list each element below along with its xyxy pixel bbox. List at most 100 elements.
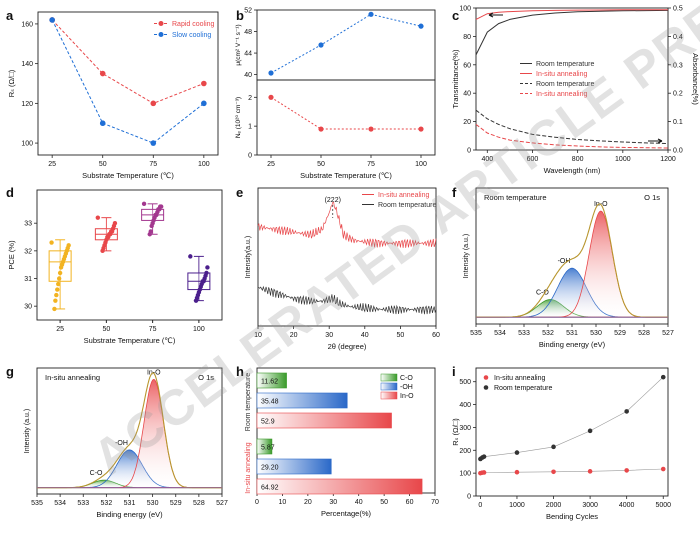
panel-i-point xyxy=(551,444,556,450)
panel-a-ytick-label: 140 xyxy=(21,61,33,68)
panel-c-plot-frame xyxy=(475,7,669,151)
panel-d-point xyxy=(188,254,193,259)
panel-i-series-line xyxy=(480,468,664,474)
panel-f-xtick-label: 530 xyxy=(590,330,602,337)
panel-a-ytick-label: 100 xyxy=(21,141,33,148)
panel-e-legend-label: Room temperature xyxy=(378,202,436,209)
panel-h-bar xyxy=(256,412,392,429)
panel-b-xlabel: Substrate Temperature (℃) xyxy=(300,171,392,180)
panel-i-ytick-label: 300 xyxy=(459,425,471,432)
panel-b-ytick-label: 0 xyxy=(248,153,252,160)
panel-h-xtick-label: 10 xyxy=(279,499,287,506)
panel-b-plot-frame xyxy=(256,9,436,81)
panel-d-point xyxy=(193,298,199,303)
panel-letter-h: h xyxy=(236,364,244,379)
panel-a-ytick-label: 160 xyxy=(21,21,33,28)
panel-c-left-axis-arrow xyxy=(488,12,503,18)
panel-c-xtick-label: 400 xyxy=(481,156,493,163)
panel-b-ytick-label: 52 xyxy=(244,8,252,15)
panel-d-ytick-label: 31 xyxy=(24,276,32,283)
panel-b-point xyxy=(418,126,424,132)
panel-c-ytick-label: 100 xyxy=(459,6,471,13)
panel-b-point xyxy=(318,42,324,48)
panel-b-ytick-label: 44 xyxy=(244,51,252,58)
panel-g-xtick-label: 527 xyxy=(216,500,228,507)
panel-d-xtick-label: 100 xyxy=(193,326,205,333)
panel-g-peak-label: -OH xyxy=(115,440,128,447)
panel-i-ytick-label: 500 xyxy=(459,379,471,386)
panel-c-legend-label: In-situ annealing xyxy=(536,71,587,78)
panel-f-xtick-label: 527 xyxy=(662,330,674,337)
panel-b-ytick-label: 40 xyxy=(244,72,252,79)
panel-i-plot-frame xyxy=(475,367,669,497)
panel-a-series-line xyxy=(51,19,205,144)
panel-c-y2tick-label: 0.4 xyxy=(673,34,683,41)
panel-d-point xyxy=(95,215,101,220)
panel-d-xlabel: Substrate Temperature (℃) xyxy=(84,336,176,345)
panel-i-xtick-label: 4000 xyxy=(619,502,635,509)
panel-d-xtick-label: 25 xyxy=(56,326,64,333)
panel-i-point xyxy=(624,409,629,414)
panel-b-ytick-label: 1 xyxy=(248,124,252,131)
panel-g-xlabel: Binding energy (eV) xyxy=(96,510,163,519)
panel-h-xtick-label: 70 xyxy=(431,499,439,506)
panel-i-xlabel: Bending Cycles xyxy=(546,512,598,521)
panel-a-ylabel: Rₛ (Ω/□) xyxy=(7,69,16,97)
panel-h-value-label: 35.48 xyxy=(261,399,279,406)
panel-b-point xyxy=(318,126,324,132)
panel-g-xtick-label: 528 xyxy=(193,500,205,507)
panel-letter-f: f xyxy=(452,185,457,200)
panel-h-group-label: Room temperature xyxy=(245,373,252,431)
panel-i-point xyxy=(624,468,629,473)
panel-d-point xyxy=(56,281,61,287)
panel-b-series-line xyxy=(270,96,421,130)
panel-letter-b: b xyxy=(236,8,244,23)
panel-i-point xyxy=(660,374,666,380)
panel-d-point xyxy=(55,287,60,292)
panel-b-point xyxy=(368,11,374,17)
panel-i-xtick-label: 2000 xyxy=(546,502,562,509)
panel-b-xtick-label: 100 xyxy=(415,161,427,168)
panel-c-legend-label: In-situ annealing xyxy=(536,91,587,98)
panel-f-xtick-label: 533 xyxy=(518,330,530,337)
panel-e-series-line xyxy=(257,285,437,315)
panel-a-xtick-label: 50 xyxy=(99,161,107,168)
panel-c-xtick-label: 1200 xyxy=(660,156,676,163)
panel-i-legend-label: Room temperature xyxy=(494,385,552,392)
panel-i-ytick-label: 100 xyxy=(459,471,471,478)
panel-h-legend-label: -OH xyxy=(400,384,413,391)
panel-d-point xyxy=(57,270,63,276)
panel-d-xtick-label: 50 xyxy=(102,326,110,333)
panel-b-point xyxy=(268,94,274,100)
panel-b-ytick-label: 2 xyxy=(248,95,252,102)
panel-i-xtick-label: 1000 xyxy=(509,502,525,509)
panel-b-series-line xyxy=(270,13,422,74)
panel-letter-d: d xyxy=(6,185,14,200)
panel-e-xtick-label: 60 xyxy=(432,332,440,339)
panel-i-point xyxy=(481,454,487,459)
panel-b-ytick-label: 48 xyxy=(244,29,252,36)
panel-a-xlabel: Substrate Temperature (℃) xyxy=(82,171,174,180)
panel-e-series-line xyxy=(257,201,437,248)
panel-f-peak-area xyxy=(476,267,668,318)
panel-a-point xyxy=(201,100,207,107)
panel-a-point xyxy=(150,140,157,146)
panel-a-point xyxy=(99,120,106,127)
panel-h-legend-label: C-O xyxy=(400,375,413,382)
panel-i-ytick-label: 200 xyxy=(459,448,471,455)
panel-i-point xyxy=(551,469,556,475)
panel-b-ylabel: Nₑ (10²⁰ cm⁻³) xyxy=(235,97,242,138)
panel-i-xtick-label: 5000 xyxy=(655,502,671,509)
panel-g-xtick-label: 529 xyxy=(170,500,182,507)
panel-h-value-label: 5.87 xyxy=(261,445,275,452)
panel-c-y2tick-label: 0.0 xyxy=(673,148,683,155)
panel-h-legend-swatch xyxy=(380,382,398,391)
panel-a-legend-label: Slow cooling xyxy=(172,32,211,39)
panel-a-xtick-label: 100 xyxy=(198,161,210,168)
panel-i-legend-label: In-situ annealing xyxy=(494,375,545,382)
panel-b-plot-frame xyxy=(256,79,436,156)
panel-h-bar xyxy=(256,458,332,475)
panel-i-ytick-label: 0 xyxy=(467,494,471,501)
panel-h-xtick-label: 50 xyxy=(380,499,388,506)
panel-c-y2tick-label: 0.2 xyxy=(673,91,683,98)
